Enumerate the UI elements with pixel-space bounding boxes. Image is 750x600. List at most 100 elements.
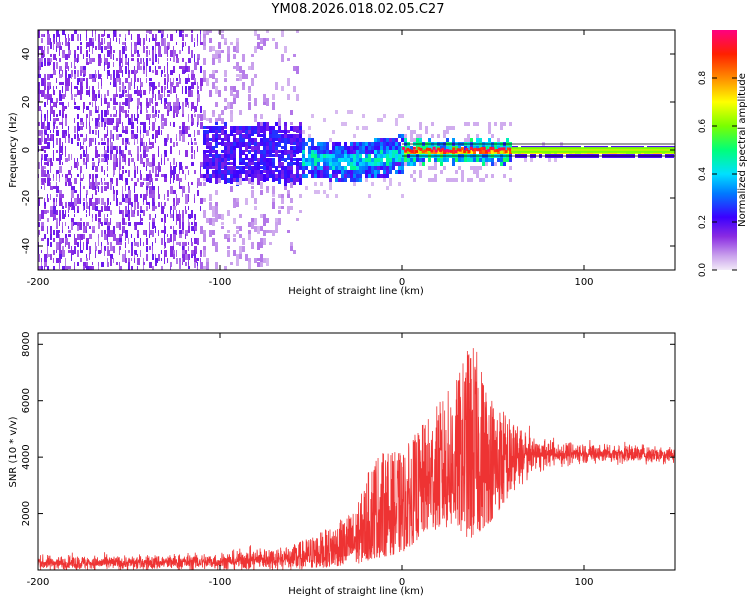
- heatmap-cell: [260, 262, 263, 267]
- heatmap-cell: [152, 46, 154, 53]
- heatmap-cell: [110, 182, 112, 190]
- heatmap-cell: [176, 214, 179, 221]
- heatmap-cell: [278, 210, 281, 214]
- heatmap-cell: [167, 106, 170, 112]
- heatmap-cell: [485, 146, 488, 150]
- heatmap-cell: [62, 174, 63, 177]
- heatmap-cell: [50, 206, 53, 212]
- heatmap-cell: [242, 86, 245, 90]
- heatmap-cell: [68, 202, 71, 207]
- heatmap-cell: [401, 138, 404, 142]
- heatmap-cell: [104, 178, 105, 181]
- heatmap-cell: [128, 266, 129, 270]
- heatmap-cell: [164, 98, 167, 104]
- heatmap-cell: [278, 174, 281, 180]
- heatmap-cell: [95, 174, 98, 178]
- heatmap-cell: [260, 154, 263, 158]
- heatmap-cell: [179, 222, 181, 229]
- heatmap-cell: [80, 166, 82, 173]
- heatmap-cell: [473, 170, 476, 174]
- heatmap-cell: [101, 142, 104, 145]
- heatmap-cell: [203, 174, 206, 181]
- heatmap-cell: [74, 158, 75, 163]
- heatmap-cell: [299, 130, 302, 134]
- heatmap-cell: [80, 198, 81, 204]
- heatmap-cell: [230, 130, 233, 136]
- heatmap-cell: [80, 66, 83, 73]
- heatmap-cell: [59, 238, 62, 244]
- heatmap-cell: [176, 58, 179, 63]
- heatmap-cell: [92, 38, 94, 45]
- heatmap-cell: [296, 150, 299, 154]
- heatmap-cell: [260, 190, 263, 195]
- heatmap-cell: [86, 118, 87, 122]
- heatmap-cell: [227, 250, 230, 257]
- heatmap-cell: [395, 162, 398, 166]
- heatmap-cell: [335, 178, 338, 182]
- heatmap-cell: [98, 118, 99, 125]
- heatmap-cell: [41, 210, 44, 215]
- heatmap-cell: [338, 162, 341, 166]
- heatmap-cell: [452, 162, 455, 166]
- heatmap-cell: [290, 158, 293, 164]
- heatmap-cell: [119, 222, 121, 230]
- heatmap-cell: [140, 222, 143, 225]
- heatmap-cell: [215, 154, 218, 161]
- heatmap-cell: [164, 150, 167, 157]
- heatmap-cell: [146, 78, 147, 83]
- heatmap-cell: [71, 86, 72, 94]
- heatmap-cell: [302, 146, 305, 150]
- heatmap-cell: [218, 162, 221, 166]
- heatmap-cell: [80, 70, 82, 76]
- heatmap-cell: [164, 74, 166, 77]
- heatmap-cell: [356, 166, 359, 170]
- heatmap-cell: [119, 74, 120, 79]
- heatmap-cell: [164, 38, 166, 46]
- heatmap-cell: [251, 78, 254, 86]
- heatmap-cell: [140, 138, 143, 143]
- heatmap-cell: [95, 122, 98, 129]
- heatmap-cell: [488, 130, 491, 134]
- heatmap-cell: [65, 62, 68, 69]
- heatmap-cell: [116, 178, 118, 186]
- heatmap-cell: [65, 66, 66, 70]
- heatmap-cell: [95, 246, 97, 251]
- heatmap-cell: [293, 54, 296, 57]
- heatmap-cell: [323, 158, 326, 162]
- heatmap-cell: [182, 134, 185, 142]
- heatmap-cell: [56, 150, 58, 153]
- heatmap-cell: [110, 150, 113, 154]
- heatmap-cell: [56, 62, 58, 69]
- heatmap-cell: [230, 262, 233, 265]
- heatmap-cell: [125, 58, 127, 62]
- heatmap-cell: [107, 66, 109, 69]
- heatmap-cell: [491, 150, 494, 154]
- heatmap-cell: [53, 122, 55, 129]
- heatmap-cell: [71, 254, 72, 261]
- heatmap-cell: [155, 34, 157, 41]
- heatmap-cell: [215, 214, 218, 222]
- heatmap-cell: [368, 158, 371, 162]
- heatmap-cell: [413, 150, 416, 154]
- heatmap-cell: [89, 250, 90, 253]
- heatmap-cell: [266, 190, 269, 193]
- heatmap-cell: [143, 90, 146, 95]
- heatmap-cell: [305, 162, 308, 166]
- heatmap-cell: [95, 110, 98, 113]
- heatmap-cell: [287, 130, 290, 133]
- heatmap-cell: [395, 146, 398, 150]
- heatmap-cell: [272, 142, 275, 149]
- heatmap-cell: [221, 142, 224, 146]
- heatmap-cell: [359, 158, 362, 162]
- heatmap-cell: [471, 148, 475, 152]
- heatmap-cell: [398, 182, 401, 186]
- heatmap-cell: [92, 30, 93, 37]
- heatmap-cell: [170, 178, 171, 184]
- heatmap-cell: [137, 98, 140, 105]
- heatmap-cell: [185, 254, 188, 260]
- heatmap-cell: [167, 74, 169, 81]
- heatmap-cell: [137, 54, 140, 57]
- heatmap-cell: [56, 114, 58, 117]
- heatmap-cell: [215, 54, 218, 59]
- heatmap-cell: [173, 158, 175, 165]
